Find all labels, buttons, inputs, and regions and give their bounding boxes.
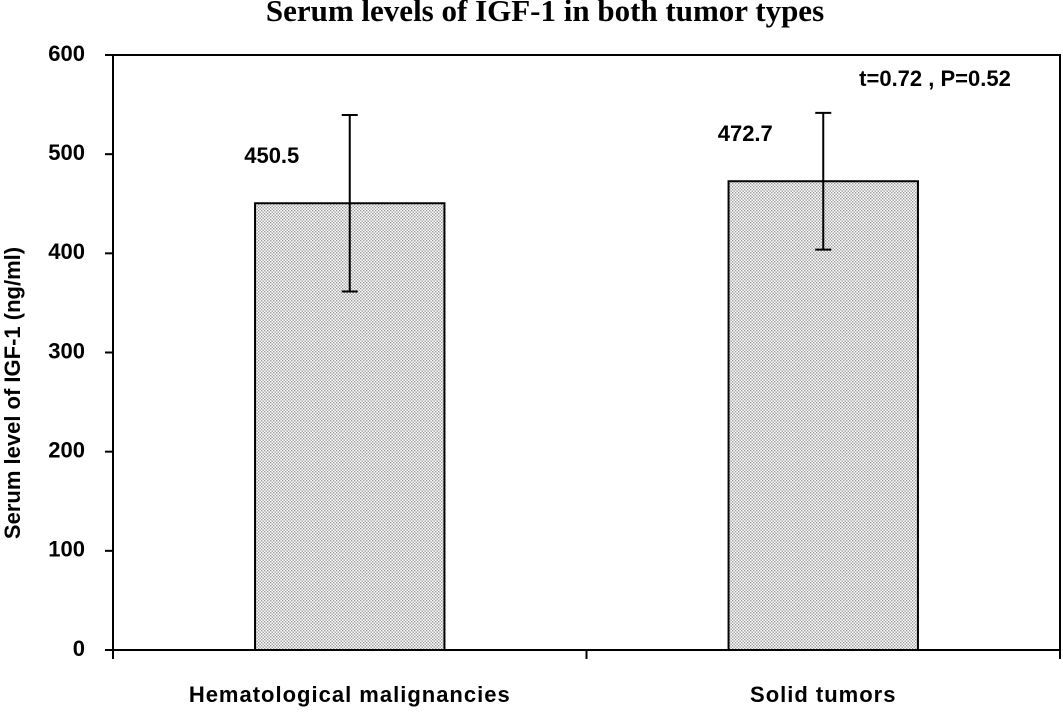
y-tick-label: 400	[48, 239, 85, 264]
value-label: 450.5	[244, 143, 299, 168]
annotation: t=0.72 , P=0.52	[859, 66, 1011, 91]
y-tick-label: 500	[48, 140, 85, 165]
y-tick-label: 600	[48, 41, 85, 66]
y-tick-label: 200	[48, 437, 85, 462]
bar	[727, 180, 919, 651]
error-bar	[815, 111, 832, 251]
x-tick-label: Solid tumors	[750, 682, 896, 707]
y-axis-label: Serum level of IGF-1 (ng/ml)	[0, 247, 25, 539]
x-tick-label: Hematological malignancies	[189, 682, 511, 707]
value-label: 472.7	[718, 121, 773, 146]
y-tick-label: 300	[48, 338, 85, 363]
y-tick-label: 100	[48, 537, 85, 562]
y-tick-label: 0	[73, 636, 85, 661]
error-bar	[341, 113, 358, 293]
chart-title: Serum levels of IGF-1 in both tumor type…	[266, 0, 824, 28]
